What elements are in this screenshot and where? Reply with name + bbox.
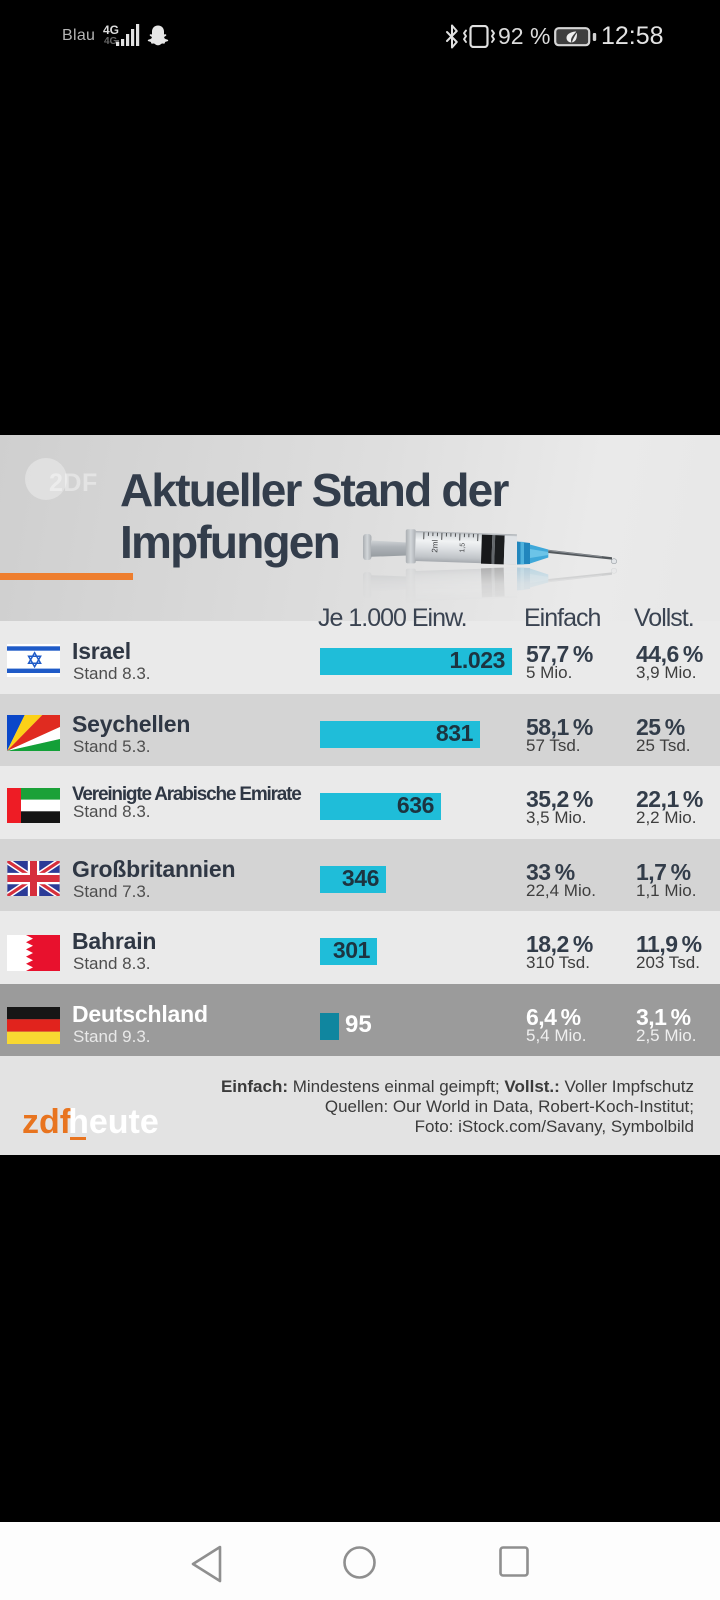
svg-text:2DF: 2DF	[49, 469, 98, 497]
svg-text:2ml: 2ml	[430, 539, 439, 552]
svg-text:1,5: 1,5	[459, 543, 466, 553]
